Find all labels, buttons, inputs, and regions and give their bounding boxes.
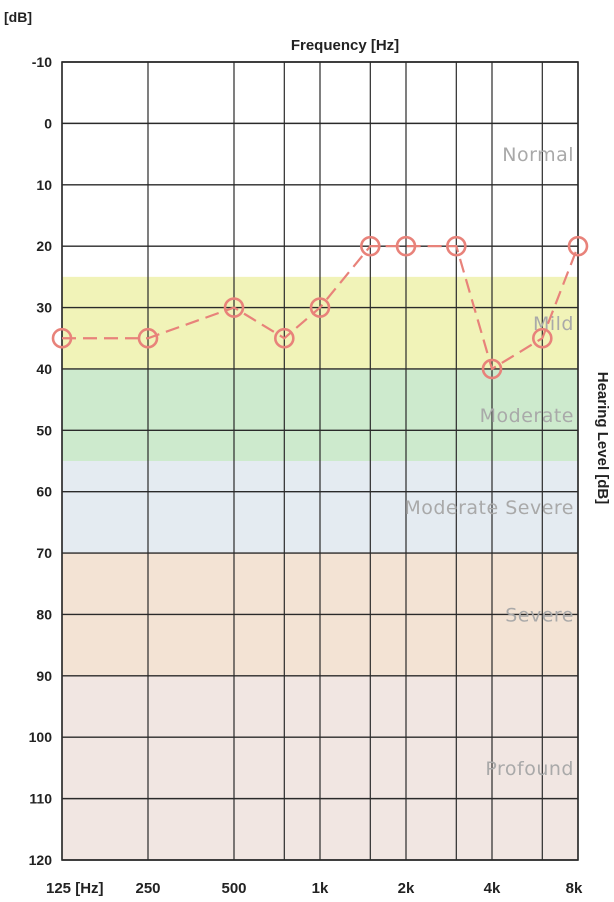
y-tick-label: 50: [36, 422, 52, 438]
data-point-marker: [532, 327, 553, 349]
y-tick-label: 70: [36, 545, 52, 561]
band-label-normal: Normal: [502, 144, 574, 166]
data-point-marker: [137, 327, 159, 349]
y-tick-label: -10: [32, 54, 52, 70]
y-tick-label: 110: [29, 791, 52, 807]
band-label-moderate-severe: Moderate Severe: [404, 497, 574, 519]
data-point-marker: [51, 327, 73, 349]
band-labels: Normal Mild Moderate Moderate Severe Severe P…: [404, 144, 574, 780]
data-point-marker: [446, 235, 467, 257]
x-tick-label: 125 [Hz]: [46, 880, 104, 897]
x-tick-label: 8k: [566, 880, 583, 897]
x-tick-label: 4k: [484, 880, 501, 897]
data-point-marker: [567, 235, 589, 257]
y-tick-label: 40: [36, 361, 52, 377]
y-tick-label: 120: [29, 852, 53, 868]
y-tick-label: 30: [36, 300, 52, 316]
x-tick-label: 2k: [398, 880, 415, 897]
x-tick-labels: 125 [Hz] 250 500 1k 2k 4k 8k: [46, 880, 583, 897]
x-tick-label: 500: [221, 880, 246, 897]
series-line: [51, 235, 589, 380]
data-point-marker: [274, 327, 295, 349]
y-tick-label: 80: [36, 606, 52, 622]
band-label-profound: Profound: [485, 758, 574, 780]
y-tick-label: 20: [36, 238, 52, 254]
y-axis-label: Hearing Level [dB]: [594, 372, 611, 505]
band-label-moderate: Moderate: [480, 405, 574, 427]
data-point-marker: [395, 235, 417, 257]
y-tick-label: 100: [29, 729, 53, 745]
y-tick-label: 90: [36, 668, 52, 684]
plot-frame: [61, 61, 579, 861]
data-point-marker: [481, 358, 503, 380]
band-label-mild: Mild: [533, 313, 574, 335]
y-tick-label: 0: [44, 115, 52, 131]
chart-title: Frequency [Hz]: [291, 37, 399, 54]
series-polyline: [62, 245, 580, 371]
grid-lines: [61, 61, 579, 861]
db-unit-label: [dB]: [4, 9, 32, 25]
x-tick-label: 1k: [312, 880, 329, 897]
y-tick-label: 60: [36, 484, 52, 500]
band-label-severe: Severe: [505, 604, 574, 626]
data-point-marker: [223, 297, 245, 318]
data-point-marker: [360, 235, 381, 257]
data-point-marker: [309, 297, 331, 318]
x-tick-label: 250: [135, 880, 160, 897]
y-tick-label: 10: [36, 177, 52, 193]
y-tick-labels: -10 0 10 20 30 40 50 60 70 80 90 100 110 120: [29, 54, 53, 868]
